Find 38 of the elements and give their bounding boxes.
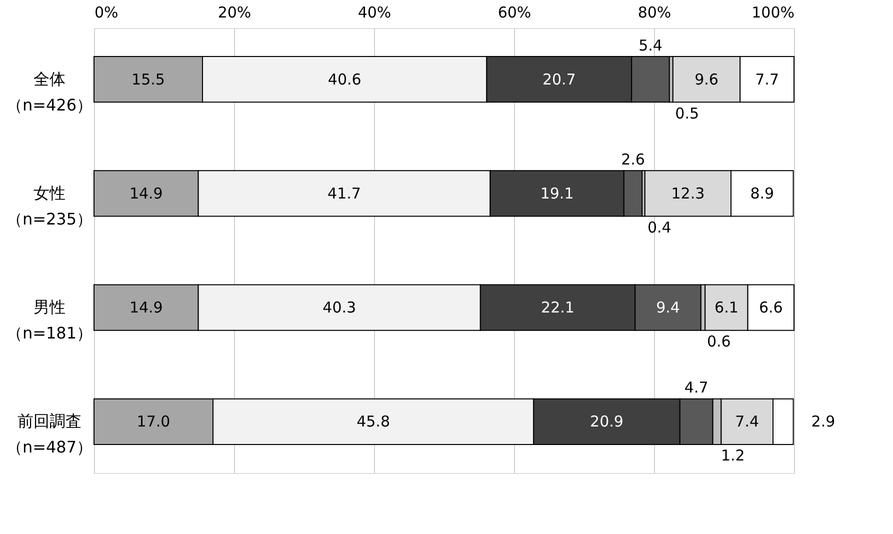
- y-tick-label: 前回調査（n=487）: [6, 412, 93, 457]
- data-label: 22.1: [541, 298, 574, 317]
- data-label: 45.8: [356, 412, 390, 431]
- data-label: 9.6: [694, 70, 718, 88]
- data-label: 40.3: [322, 298, 356, 317]
- data-label: 20.9: [590, 412, 624, 431]
- data-label: 5.4: [638, 36, 662, 54]
- data-label: 19.1: [540, 184, 574, 202]
- data-label: 0.4: [648, 218, 672, 236]
- data-label: 40.6: [328, 70, 362, 88]
- data-label: 7.4: [735, 412, 760, 431]
- y-tick-label: 女性（n=235）: [6, 183, 93, 228]
- data-label: 8.9: [750, 184, 774, 202]
- data-label: 14.9: [129, 184, 163, 202]
- data-label: 12.3: [671, 184, 705, 202]
- x-tick-label: 60%: [498, 4, 532, 22]
- x-tick-label: 100%: [752, 4, 794, 22]
- x-tick-label: 80%: [638, 4, 672, 22]
- data-label: 14.9: [129, 298, 163, 317]
- data-label: 41.7: [328, 184, 361, 202]
- data-label: 2.9: [811, 412, 836, 431]
- x-tick-label: 0%: [94, 4, 118, 22]
- data-label: 17.0: [136, 412, 170, 431]
- data-label: 2.6: [621, 150, 645, 168]
- data-label: 0.6: [707, 332, 731, 351]
- y-tick-label: 全体（n=426）: [6, 69, 93, 114]
- x-tick-label: 20%: [218, 4, 252, 22]
- data-label: 4.7: [684, 378, 708, 397]
- data-label: 6.6: [758, 298, 783, 317]
- x-tick-label: 40%: [358, 4, 392, 22]
- data-label: 0.5: [675, 104, 700, 122]
- data-label: 20.7: [542, 70, 576, 88]
- data-label: 6.1: [714, 298, 738, 317]
- data-label: 1.2: [721, 446, 745, 465]
- data-label: 15.5: [132, 70, 165, 88]
- y-tick-label: 男性（n=181）: [6, 298, 93, 343]
- data-label: 7.7: [755, 70, 779, 88]
- data-label: 9.4: [656, 298, 680, 317]
